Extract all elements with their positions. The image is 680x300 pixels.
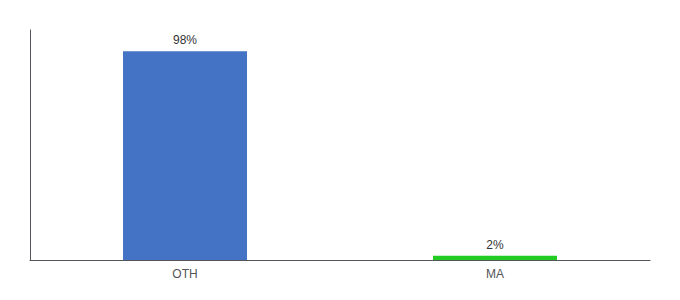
svg-text:OTH: OTH xyxy=(172,267,197,281)
svg-text:2%: 2% xyxy=(486,238,504,252)
svg-text:98%: 98% xyxy=(173,33,197,47)
svg-text:MA: MA xyxy=(486,267,504,281)
